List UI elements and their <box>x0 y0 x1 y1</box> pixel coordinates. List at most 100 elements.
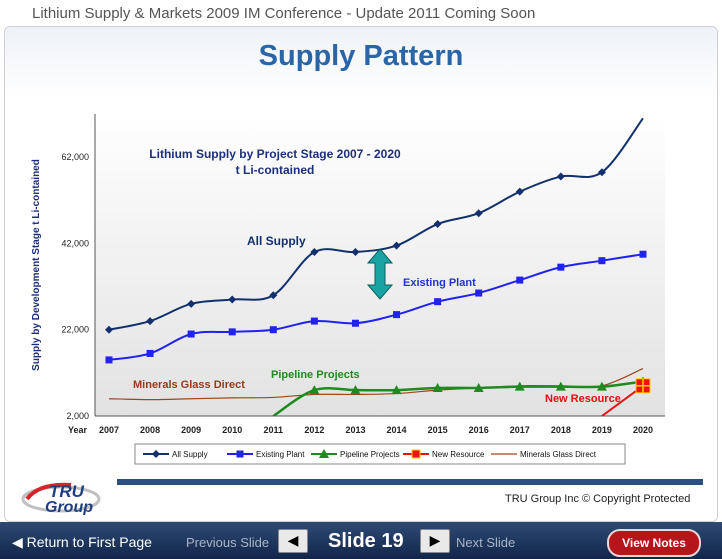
legend-item-existing-plant: Existing Plant <box>227 450 305 459</box>
data-point <box>514 381 525 391</box>
chart-title: Lithium Supply by Project Stage 2007 - 2… <box>149 147 401 161</box>
chart-axes <box>94 114 665 417</box>
data-point <box>269 291 278 300</box>
y-tick-label: 62,000 <box>61 152 89 162</box>
return-to-first-page-link[interactable]: ◀ Return to First Page <box>12 534 152 551</box>
data-point <box>555 381 566 391</box>
chart-subtitle: t Li-contained <box>236 163 315 177</box>
previous-slide-button[interactable]: ◀ <box>278 529 308 553</box>
data-point <box>392 241 401 250</box>
annotation-all-supply: All Supply <box>247 234 306 248</box>
legend-label: Minerals Glass Direct <box>520 450 597 459</box>
x-tick-label: 2014 <box>387 425 407 435</box>
conference-header-text: Lithium Supply & Markets 2009 IM Confere… <box>32 5 536 22</box>
legend-box <box>134 443 626 465</box>
svg-text:Group: Group <box>45 499 93 515</box>
chart-legend: All Supply Existing Plant Pipeline Project… <box>134 443 626 465</box>
data-point <box>309 385 320 395</box>
series-line <box>272 380 644 416</box>
y-tick-label: 42,000 <box>61 238 89 248</box>
legend-marker <box>411 449 421 459</box>
annotation-new-resource: New Resource <box>545 393 621 405</box>
triangle-right-icon: ▶ <box>429 532 441 548</box>
data-point <box>105 325 113 334</box>
x-tick-label: 2019 <box>592 425 612 435</box>
next-slide-label[interactable]: Next Slide <box>456 535 516 550</box>
data-point <box>434 298 442 306</box>
series-existing-plant <box>105 250 647 364</box>
navigation-bar: ◀ Return to First Page Previous Slide ◀ … <box>0 522 722 559</box>
series-new-resource <box>601 378 651 416</box>
legend-label: Pipeline Projects <box>340 450 400 459</box>
data-point <box>350 385 361 395</box>
data-point <box>146 349 154 357</box>
y-axis-title: Supply by Development Stage t Li-contain… <box>31 159 42 371</box>
annotation-minerals-glass-direct: Minerals Glass Direct <box>133 379 245 391</box>
data-point <box>515 187 524 196</box>
data-point <box>105 356 113 364</box>
data-point <box>635 378 651 394</box>
y-tick-label: 2,000 <box>66 411 89 421</box>
triangle-left-icon: ◀ <box>287 532 299 548</box>
data-point <box>432 382 443 392</box>
data-point <box>598 257 606 265</box>
data-point <box>351 319 359 327</box>
data-point <box>639 250 647 258</box>
x-tick-label: 2008 <box>140 425 160 435</box>
data-point <box>473 382 484 392</box>
chart-text: 2,000 22,000 42,000 62,000 Year 2007 2008 2009 2… <box>31 147 653 435</box>
data-point <box>516 276 524 284</box>
x-tick-label: 2015 <box>428 425 448 435</box>
data-point <box>556 172 565 181</box>
view-notes-button[interactable]: View Notes <box>607 529 701 557</box>
data-point <box>310 248 319 257</box>
data-point <box>228 328 236 336</box>
x-tick-label: 2013 <box>345 425 365 435</box>
return-to-first-page-label: Return to First Page <box>26 534 152 550</box>
data-point <box>187 330 195 338</box>
data-point <box>146 317 155 326</box>
legend-item-new-resource: New Resource <box>403 449 485 459</box>
chart-series <box>105 117 651 416</box>
legend-label: Existing Plant <box>256 450 305 459</box>
data-point <box>596 381 607 391</box>
tru-group-logo: TRU Group <box>19 477 109 516</box>
series-all-supply <box>105 117 644 334</box>
y-tick-label: 22,000 <box>61 325 89 335</box>
conference-header: Lithium Supply & Markets 2009 IM Confere… <box>0 0 722 26</box>
legend-label: New Resource <box>432 450 485 459</box>
data-point <box>393 311 401 319</box>
previous-slide-label[interactable]: Previous Slide <box>186 535 270 550</box>
data-point <box>474 209 483 218</box>
data-point <box>433 220 442 229</box>
slide-number: Slide 19 <box>328 530 404 552</box>
annotation-existing-plant: Existing Plant <box>403 277 476 289</box>
x-tick-label: 2017 <box>510 425 530 435</box>
x-tick-label: 2007 <box>99 425 119 435</box>
x-tick-label: 2012 <box>304 425 324 435</box>
supply-chart: 2,000 22,000 42,000 62,000 Year 2007 2008 2009 2… <box>31 114 665 465</box>
footer-divider <box>117 479 703 485</box>
x-axis-label: Year <box>68 425 88 435</box>
legend-item-minerals-glass-direct: Minerals Glass Direct <box>491 450 597 459</box>
legend-label: All Supply <box>172 450 208 459</box>
next-slide-button[interactable]: ▶ <box>420 529 450 553</box>
data-point <box>269 326 277 334</box>
data-point <box>597 168 606 177</box>
data-point <box>391 385 402 395</box>
slide-panel: Supply Pattern 2,000 22,000 42,000 62,000 Ye… <box>4 26 718 522</box>
x-tick-label: 2018 <box>551 425 571 435</box>
legend-item-pipeline-projects: Pipeline Projects <box>311 449 400 459</box>
slide-title: Supply Pattern <box>258 40 464 72</box>
triangle-left-icon: ◀ <box>12 534 27 550</box>
x-tick-label: 2020 <box>633 425 653 435</box>
legend-item-all-supply: All Supply <box>143 450 208 459</box>
data-point <box>557 263 565 271</box>
x-tick-label: 2010 <box>222 425 242 435</box>
data-point <box>228 295 237 304</box>
data-point <box>310 317 318 325</box>
data-point <box>319 449 329 458</box>
x-tick-label: 2016 <box>469 425 489 435</box>
data-point <box>152 450 160 458</box>
data-point <box>475 289 483 297</box>
